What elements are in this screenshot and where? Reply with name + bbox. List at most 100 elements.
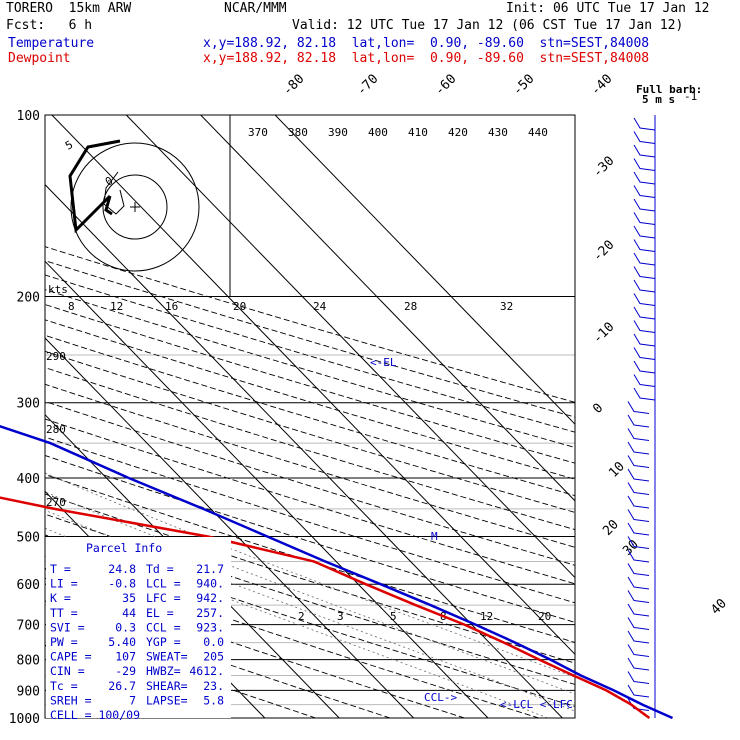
wind-barb xyxy=(633,266,656,279)
pressure-label-100: 100 xyxy=(17,109,40,124)
parcel-row-value2: 23. xyxy=(203,679,224,693)
wind-barb xyxy=(627,698,650,711)
mixing-ratio-label-2: 2 xyxy=(298,610,305,623)
wind-barb xyxy=(633,131,656,144)
init-label: Init: 06 UTC Tue 17 Jan 12 xyxy=(506,1,710,16)
hodograph-inset xyxy=(68,115,231,296)
parcel-row-value2: 4612. xyxy=(189,664,224,678)
parcel-row-label2: LAPSE= xyxy=(146,693,188,707)
pressure-label-900: 900 xyxy=(17,684,40,699)
dry-adiabat-340 xyxy=(45,436,575,604)
wind-barb xyxy=(633,144,656,158)
parcel-row-label: CELL = 100/09 xyxy=(50,708,140,722)
parcel-row-label2: LFC = xyxy=(146,591,181,605)
parcel-row-label2: HWBZ= xyxy=(146,664,181,678)
parcel-row-label: TT = xyxy=(50,606,78,620)
series-line-temperature xyxy=(0,425,674,720)
theta-label-400: 400 xyxy=(368,126,388,139)
parcel-info-box xyxy=(46,537,231,718)
parcel-row-label: K = xyxy=(50,591,71,605)
pressure-label-200: 200 xyxy=(17,291,40,306)
pressure-label-700: 700 xyxy=(17,619,40,634)
dry-adiabat-label-280: 280 xyxy=(46,423,66,436)
hodo-origin-mark xyxy=(130,202,140,212)
mixing-ratio-label-12: 12 xyxy=(480,610,493,623)
plot-frame xyxy=(44,114,576,719)
parcel-row-label: SVI = xyxy=(50,620,85,634)
wind-barb xyxy=(627,630,650,644)
temperature-legend: Temperature xyxy=(8,36,95,51)
parcel-row-label: Tc = xyxy=(50,679,78,693)
hodo-speed-label-32: 32 xyxy=(500,300,513,313)
theta-label-420: 420 xyxy=(448,126,468,139)
isotherm-label-0: 0 xyxy=(590,401,606,417)
wind-barb xyxy=(633,306,656,320)
parcel-row-label2: Td = xyxy=(146,562,174,576)
parcel-row-value2: 5.8 xyxy=(203,693,224,707)
wind-barb xyxy=(633,185,656,198)
isotherm-label--20: -20 xyxy=(590,238,617,265)
wind-barb xyxy=(633,239,656,252)
valid-label: Valid: 12 UTC Tue 17 Jan 12 (06 CST Tue … xyxy=(292,18,684,33)
isotherm-label--70: -70 xyxy=(354,72,381,99)
wind-barb xyxy=(627,576,650,590)
pressure-label-600: 600 xyxy=(17,578,40,593)
wind-barb xyxy=(627,657,650,671)
wind-barb xyxy=(627,455,650,468)
theta-label-430: 430 xyxy=(488,126,508,139)
mixing-ratio-label-5: 5 xyxy=(390,610,397,623)
dry-adiabat-260 xyxy=(45,600,391,718)
pressure-label-1000: 1000 xyxy=(9,712,40,727)
isotherm-label--60: -60 xyxy=(432,72,459,99)
wind-barb xyxy=(633,158,656,171)
parcel-row-label2: SHEAR= xyxy=(146,679,188,693)
parcel-info-title: Parcel Info xyxy=(86,541,162,555)
hodo-speed-label-20: 20 xyxy=(233,300,246,313)
parcel-row-label: T = xyxy=(50,562,71,576)
hodo-speed-label-28: 28 xyxy=(404,300,417,313)
hodo-thin-trace xyxy=(103,171,125,215)
wind-barb xyxy=(633,198,656,212)
isotherm-30 xyxy=(125,115,575,579)
barb-note-1: Full barb: xyxy=(636,83,702,96)
hodo-ring-label-0: 0 xyxy=(103,174,115,189)
wind-barb xyxy=(633,171,656,185)
isotherm-40 xyxy=(200,115,575,502)
isotherm-50 xyxy=(274,115,575,425)
isotherm-20 xyxy=(51,115,575,656)
parcel-row-value: 35 xyxy=(122,591,136,605)
wind-barb xyxy=(627,522,650,536)
hodo-speed-label-12: 12 xyxy=(110,300,123,313)
dry-adiabat-330 xyxy=(45,455,575,623)
isotherm--20 xyxy=(45,413,340,718)
ccl-annotation: CCL-> xyxy=(424,691,457,704)
dry-adiabat-390 xyxy=(45,350,575,513)
isotherm-label--50: -50 xyxy=(510,72,537,99)
wind-barb xyxy=(633,117,656,131)
theta-label-380: 380 xyxy=(288,126,308,139)
wind-barb xyxy=(627,549,650,563)
hodo-speed-label-16: 16 xyxy=(165,300,178,313)
hodo-ring-label-5: 5 xyxy=(63,138,75,153)
barb-note-2: 5 m s xyxy=(642,93,675,106)
pressure-label-400: 400 xyxy=(17,472,40,487)
dry-adiabat-label-290: 290 xyxy=(46,350,66,363)
parcel-row-value: 44 xyxy=(122,606,136,620)
ccl-tick-annotation: M xyxy=(431,530,438,543)
wind-barb xyxy=(627,617,650,630)
wind-barb xyxy=(633,320,656,333)
parcel-row-value2: 205 xyxy=(203,650,224,664)
isotherm-label-10: 10 xyxy=(606,459,628,481)
parcel-row-value: -29 xyxy=(115,664,136,678)
parcel-row-value2: 940. xyxy=(196,577,224,591)
theta-label-390: 390 xyxy=(328,126,348,139)
hodo-trace xyxy=(68,139,121,234)
wind-barb xyxy=(633,293,656,306)
parcel-row-value: 0.3 xyxy=(115,620,136,634)
wind-barb xyxy=(633,333,656,347)
parcel-row-value: 26.7 xyxy=(108,679,136,693)
isotherm-label--80: -80 xyxy=(280,72,307,99)
el-annotation: <-EL xyxy=(370,356,397,369)
wind-barb xyxy=(627,482,650,495)
parcel-row-value2: 0.0 xyxy=(203,635,224,649)
